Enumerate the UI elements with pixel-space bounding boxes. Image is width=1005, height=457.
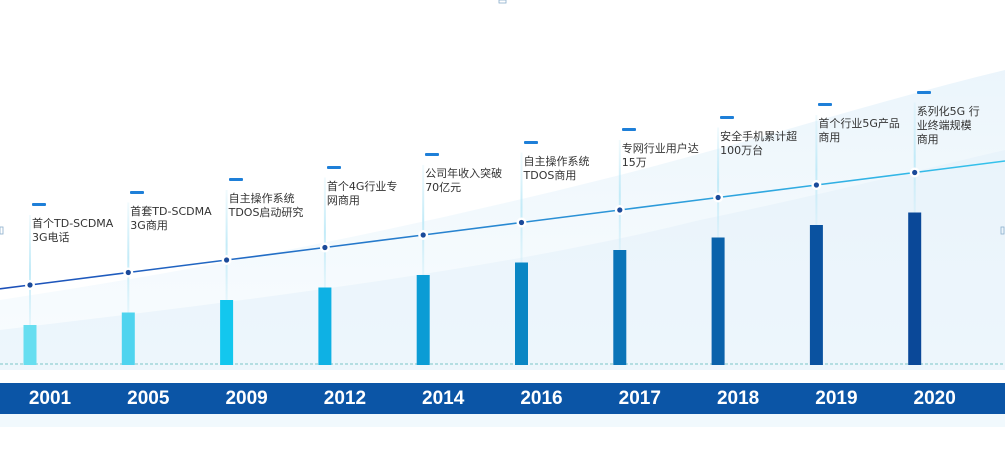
milestone-text-2005: 首套TD-SCDMA 3G商用	[130, 205, 211, 233]
year-label-2019: 2019	[815, 388, 858, 409]
milestone-bars	[23, 212, 922, 365]
milestone-bar-2020	[908, 212, 922, 365]
milestone-text-line: 首套TD-SCDMA	[130, 204, 212, 218]
year-label-2018: 2018	[716, 388, 760, 409]
milestone-bar-2009	[220, 300, 234, 365]
milestone-text-line: 15万	[621, 156, 647, 169]
milestone-dot	[224, 257, 230, 263]
milestone-text-2017: 专网行业用户达 15万	[622, 142, 699, 170]
milestone-text-2001: 首个TD-SCDMA 3G电话	[32, 217, 113, 245]
milestone-stem	[225, 190, 228, 300]
milestone-bar-2001	[23, 325, 37, 365]
milestone-accent-dash	[720, 115, 735, 119]
milestone-text-2012: 首个4G行业专 网商用	[327, 180, 398, 208]
milestone-text-line: 首个行业5G产品	[818, 117, 900, 130]
year-label-2020: 2020	[913, 388, 956, 409]
milestone-stem	[815, 115, 818, 225]
milestone-text-2018: 安全手机累计超 100万台	[720, 130, 797, 158]
year-label-2014: 2014	[422, 388, 465, 409]
milestone-text-line: 公司年收入突破	[425, 167, 503, 180]
milestone-accent-dash	[326, 165, 341, 169]
milestone-accent-dash	[916, 90, 931, 94]
milestone-text-line: 70亿元	[425, 181, 462, 194]
milestone-text-line: 商用	[916, 132, 939, 146]
milestone-text-line: TDOS商用	[523, 168, 577, 182]
milestone-text-line: 自主操作系统	[228, 192, 295, 205]
edge-markers	[0, 0, 1005, 235]
milestone-bar-2014	[416, 275, 430, 365]
milestone-text-2019: 首个行业5G产品 商用	[818, 117, 900, 145]
year-label-2009: 2009	[225, 388, 268, 409]
milestone-text-line: 首个TD-SCDMA	[32, 217, 114, 230]
milestone-text-2014: 公司年收入突破 70亿元	[425, 167, 502, 195]
year-label-2016: 2016	[520, 388, 563, 409]
milestone-text-line: 100万台	[720, 143, 764, 157]
milestone-stem	[323, 177, 326, 288]
milestone-stem	[520, 152, 523, 263]
milestone-dot	[715, 194, 721, 201]
milestone-bar-2019	[809, 225, 823, 365]
milestone-dot	[617, 207, 623, 213]
milestone-stem	[717, 127, 720, 238]
milestone-text-line: 安全手机累计超	[720, 129, 798, 143]
milestone-stem	[422, 165, 425, 275]
milestone-dots	[25, 167, 920, 290]
milestone-dot	[322, 244, 328, 251]
milestone-accent-dash	[523, 140, 538, 144]
milestone-text-2020: 系列化5G 行业终端规模 商用	[917, 105, 980, 147]
year-label-2017: 2017	[618, 388, 661, 409]
year-label-2012: 2012	[323, 388, 367, 409]
milestone-bar-2017	[613, 250, 627, 365]
milestone-text-line: 3G电话	[32, 231, 70, 244]
milestone-dot	[420, 232, 426, 238]
growth-trend-line	[0, 160, 1005, 290]
milestone-text-2016: 自主操作系统 TDOS商用	[524, 155, 590, 183]
milestone-text-line: 商用	[818, 131, 841, 144]
milestone-dot	[912, 169, 918, 176]
milestone-accent-dash	[425, 153, 440, 156]
year-label-2001: 2001	[28, 388, 72, 409]
milestone-bar-2005	[121, 312, 135, 365]
milestone-text-line: 专网行业用户达	[621, 142, 699, 155]
milestone-bar-2018	[711, 237, 725, 365]
year-label-2005: 2005	[127, 388, 170, 409]
milestone-accent-dash	[621, 128, 636, 131]
milestone-stem	[618, 140, 621, 250]
milestone-dot	[27, 282, 33, 288]
milestone-stem	[913, 102, 916, 213]
milestone-text-line: 首个4G行业专	[326, 179, 398, 193]
milestone-stem	[127, 202, 130, 313]
milestone-text-line: TDOS启动研究	[228, 206, 304, 219]
milestone-accent-dash	[228, 178, 243, 181]
year-band	[0, 383, 1005, 414]
milestone-dot	[125, 269, 131, 276]
milestone-accent-dash	[32, 203, 46, 206]
milestone-accent-dash	[130, 190, 145, 194]
milestone-stem	[29, 215, 31, 325]
milestone-text-line: 网商用	[326, 193, 360, 207]
milestone-dot	[813, 182, 820, 188]
milestone-text-line: 自主操作系统	[523, 154, 590, 168]
milestone-dot	[518, 219, 525, 226]
milestone-bar-2016	[515, 262, 528, 365]
milestone-stems	[29, 102, 916, 325]
milestone-text-line: 业终端规模	[916, 118, 972, 132]
milestone-accent-dash	[818, 103, 833, 106]
milestone-text-2009: 自主操作系统 TDOS启动研究	[229, 192, 304, 220]
background-waves	[0, 70, 1005, 427]
milestone-text-line: 3G商用	[130, 218, 168, 232]
milestone-text-line: 系列化5G 行	[916, 104, 980, 118]
milestone-bar-2012	[318, 287, 332, 365]
